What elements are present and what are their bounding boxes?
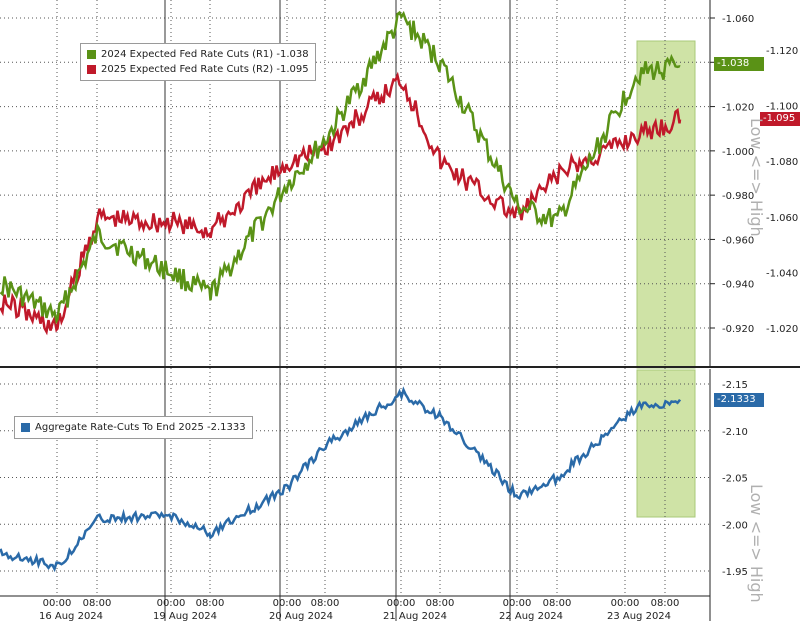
r2-tick-label-5: -1.020 (766, 324, 798, 335)
legend-entry-aggregate: Aggregate Rate-Cuts To End 2025 -2.1333 (21, 420, 246, 435)
r2-tick-label-2: -1.080 (766, 157, 798, 168)
r1-tick-label-6: -0.940 (722, 280, 754, 291)
legend-label-r2: 2025 Expected Fed Rate Cuts (R2) -1.095 (101, 64, 309, 75)
r2-tick-label-0: -1.120 (766, 46, 798, 57)
aggregate-tick-label-4: -1.95 (722, 567, 748, 578)
r1-tick-label-2: -1.020 (722, 103, 754, 114)
series-line-2025-expected-fed-rate-cuts (0, 71, 682, 336)
x-tick-time-7: 08:00 (426, 598, 455, 609)
r1-value-tag: -1.038 (714, 57, 764, 71)
legend-entry-r1: 2024 Expected Fed Rate Cuts (R1) -1.038 (87, 47, 309, 62)
x-tick-date-4: 22 Aug 2024 (499, 611, 563, 621)
horizontal-gridlines (0, 17, 715, 572)
x-tick-time-1: 08:00 (83, 598, 112, 609)
vertical-gridlines (56, 0, 666, 596)
legend-swatch-r1 (87, 50, 96, 59)
x-tick-time-10: 00:00 (611, 598, 640, 609)
highlight-region-bottom (636, 369, 696, 518)
day-separators (164, 0, 511, 621)
series-line-2024-expected-fed-rate-cuts (0, 10, 681, 325)
legend-entry-r2: 2025 Expected Fed Rate Cuts (R2) -1.095 (87, 62, 309, 77)
x-tick-time-3: 08:00 (196, 598, 225, 609)
r2-tick-label-4: -1.040 (766, 268, 798, 279)
r2-tick-label-1: -1.100 (766, 102, 798, 113)
top-legend: 2024 Expected Fed Rate Cuts (R1) -1.038 … (80, 43, 316, 81)
x-tick-time-0: 00:00 (43, 598, 72, 609)
bottom-legend: Aggregate Rate-Cuts To End 2025 -2.1333 (14, 416, 253, 439)
aggregate-tick-label-0: -2.15 (722, 380, 748, 391)
x-tick-time-2: 00:00 (157, 598, 186, 609)
r1-tick-label-7: -0.920 (722, 324, 754, 335)
aggregate-tick-label-2: -2.05 (722, 474, 748, 485)
x-tick-date-3: 21 Aug 2024 (383, 611, 447, 621)
x-tick-time-9: 08:00 (543, 598, 572, 609)
x-axis-ticks: 00:00 08:00 00:00 08:00 00:00 08:00 00:00 08:00… (39, 598, 679, 621)
x-tick-time-5: 08:00 (311, 598, 340, 609)
r1-tick-label-3: -1.000 (722, 147, 754, 158)
bottom-side-label: Low <=> High (747, 484, 766, 603)
aggregate-axis-ticks: -2.15 -2.10 -2.05 -2.00 -1.95 (722, 380, 748, 578)
r2-axis-ticks: -1.120 -1.100 -1.080 -1.060 -1.040 -1.020 (766, 46, 798, 335)
legend-swatch-r2 (87, 65, 96, 74)
r1-tick-label-4: -0.980 (722, 191, 754, 202)
r2-tick-label-3: -1.060 (766, 213, 798, 224)
x-tick-time-11: 08:00 (651, 598, 680, 609)
r1-tick-label-5: -0.960 (722, 235, 754, 246)
highlight-region-top (636, 40, 696, 369)
aggregate-value-tag: -2.1333 (714, 393, 764, 407)
legend-label-aggregate: Aggregate Rate-Cuts To End 2025 -2.1333 (35, 422, 246, 433)
aggregate-tick-label-3: -2.00 (722, 520, 748, 531)
x-tick-date-2: 20 Aug 2024 (269, 611, 333, 621)
r2-value-tag: -1.095 (760, 112, 800, 126)
series-line-aggregate-rate-cuts (0, 386, 682, 573)
legend-swatch-aggregate (21, 423, 30, 432)
x-tick-time-6: 00:00 (387, 598, 416, 609)
x-tick-date-5: 23 Aug 2024 (607, 611, 671, 621)
x-tick-date-0: 16 Aug 2024 (39, 611, 103, 621)
x-tick-date-1: 19 Aug 2024 (153, 611, 217, 621)
r1-tick-label-0: -1.060 (722, 14, 754, 25)
legend-label-r1: 2024 Expected Fed Rate Cuts (R1) -1.038 (101, 49, 309, 60)
top-side-label: Low <=> High (747, 118, 766, 237)
x-tick-time-8: 00:00 (503, 598, 532, 609)
x-tick-time-4: 00:00 (273, 598, 302, 609)
aggregate-tick-label-1: -2.10 (722, 427, 748, 438)
